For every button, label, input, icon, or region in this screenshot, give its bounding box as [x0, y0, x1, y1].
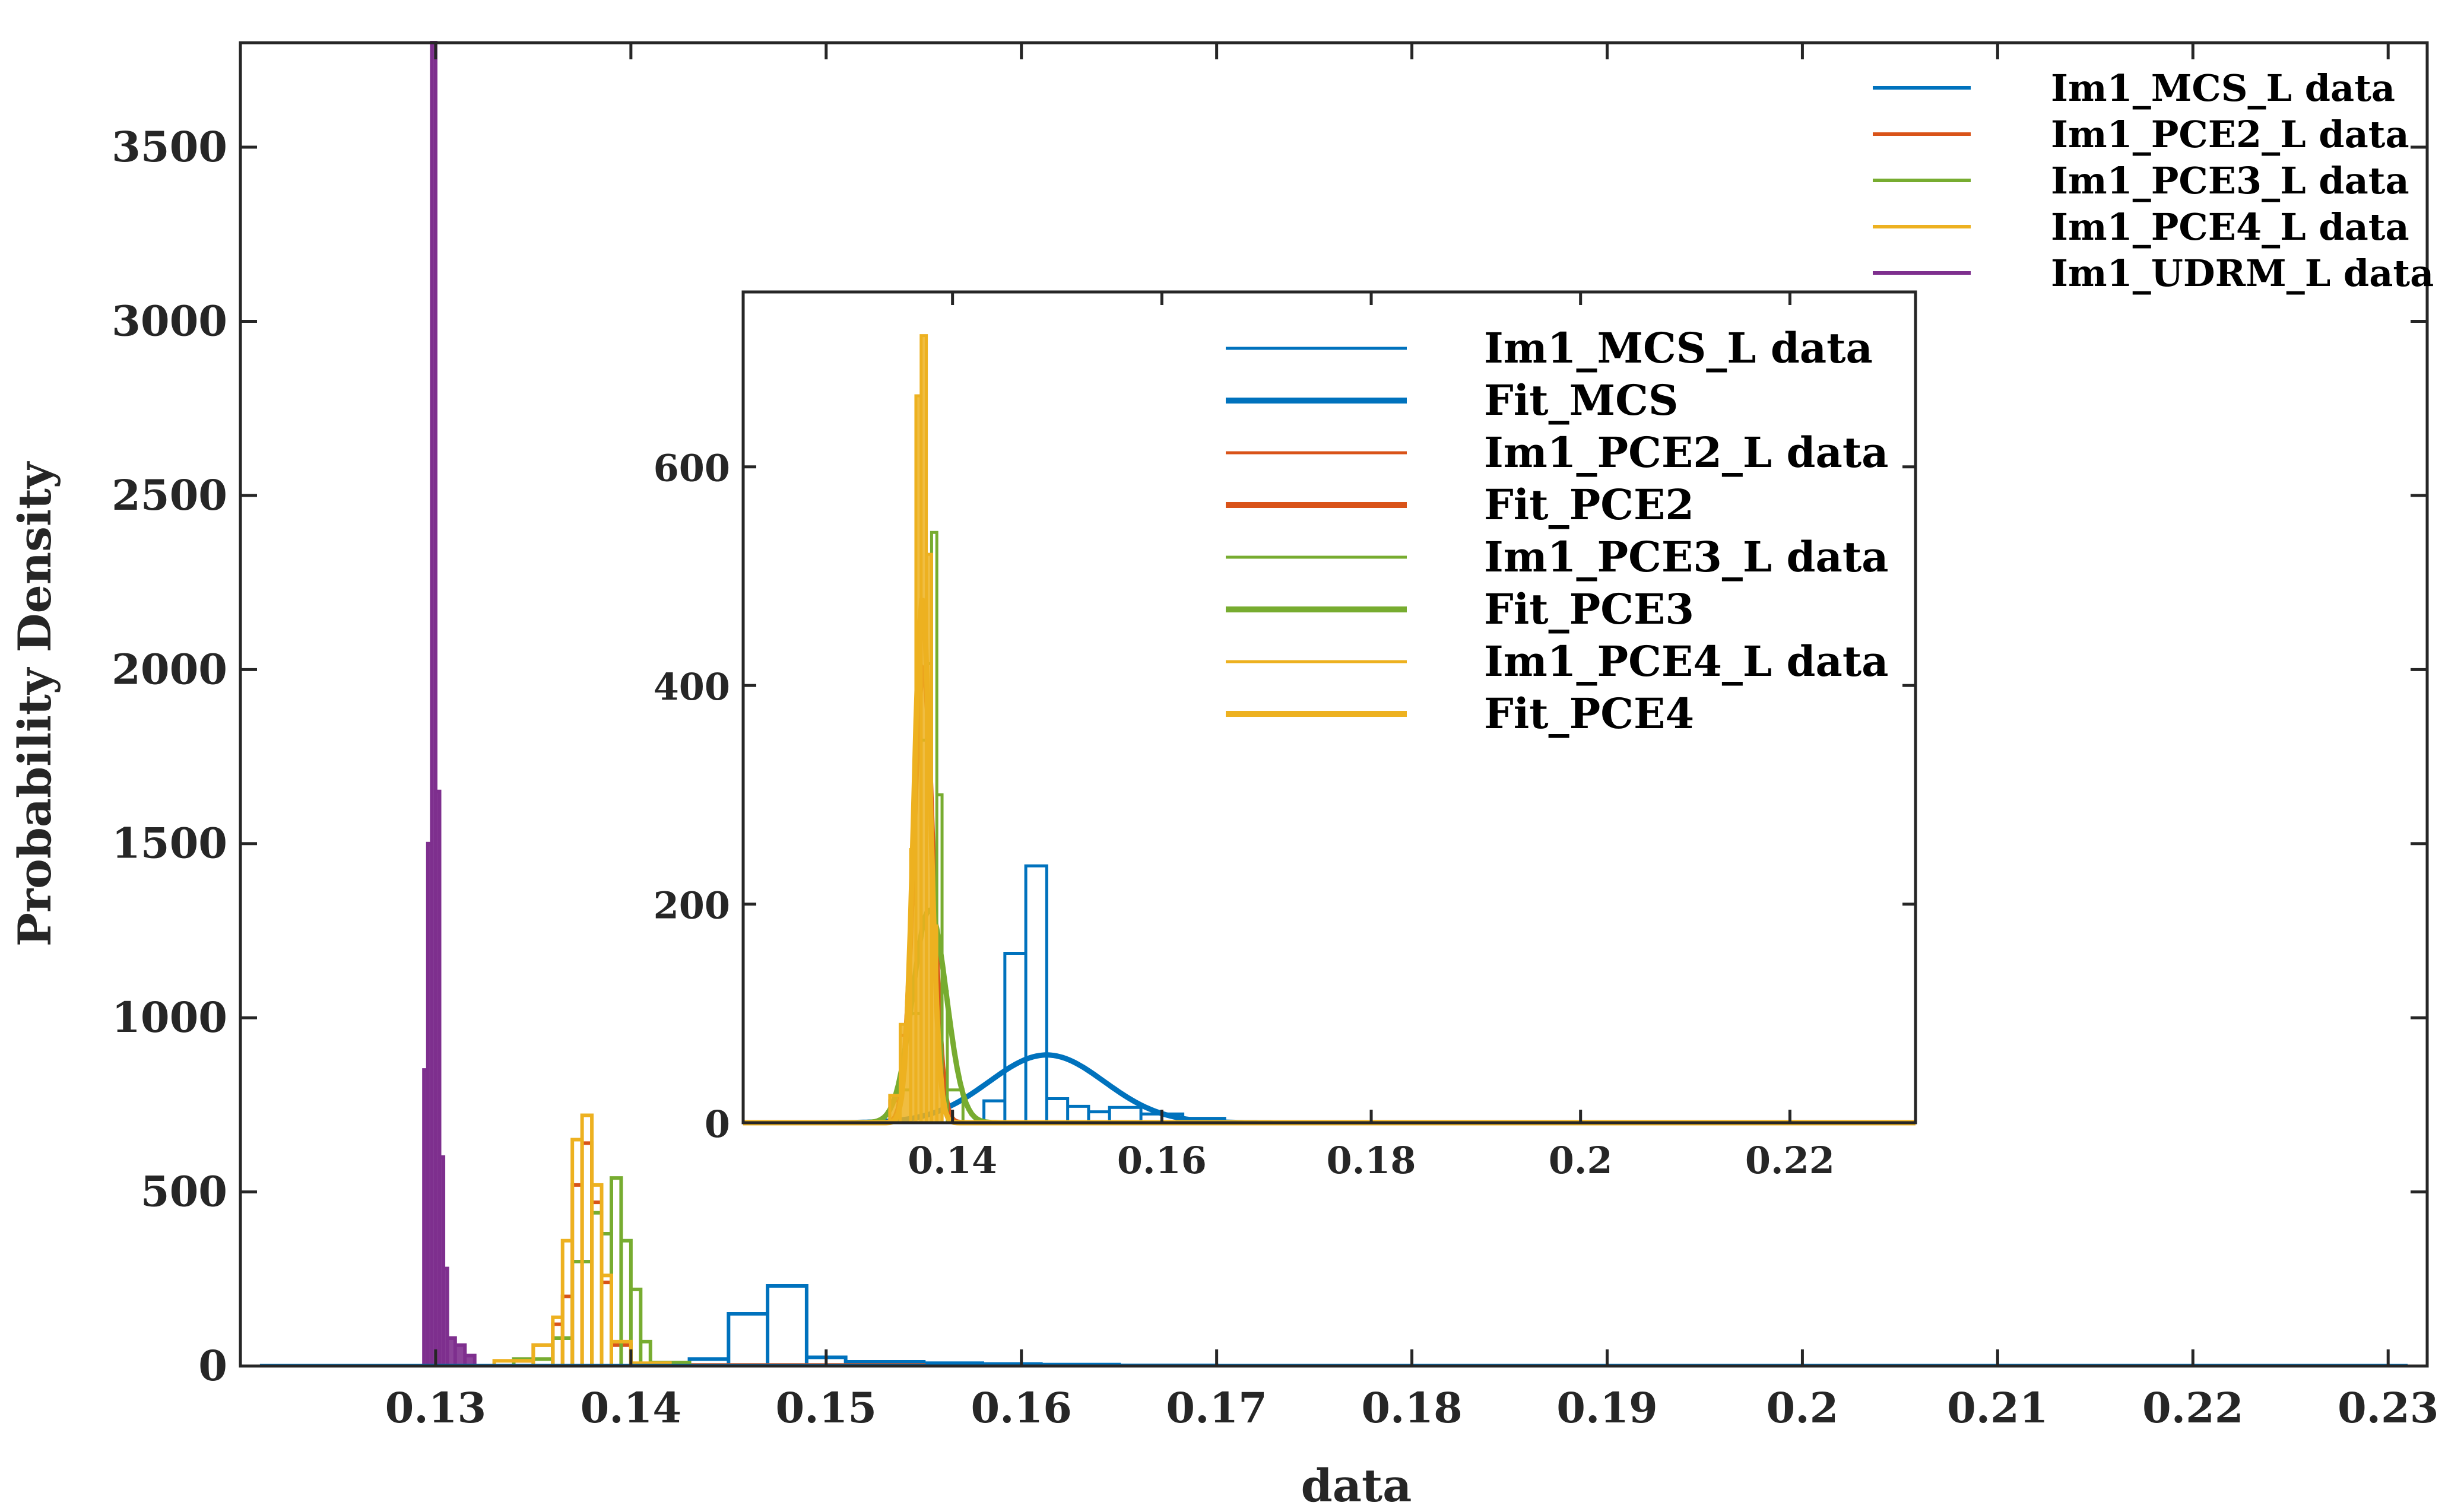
x-tick-label: 0.18	[1327, 1139, 1416, 1182]
inset-legend-label: Im1_PCE2_L data	[1484, 428, 1889, 477]
y-tick-label: 600	[654, 447, 730, 490]
x-tick-label: 0.21	[1947, 1383, 2048, 1432]
y-tick-label: 2000	[112, 644, 227, 694]
inset-plot: 0.14 0.16 0.18 0.2 0.22 0 200 400 600 Im1_MCS_L…	[654, 290, 1917, 1182]
y-tick-label: 200	[654, 884, 730, 927]
inset-legend-label: Im1_PCE4_L data	[1484, 637, 1889, 686]
inset-legend-label: Fit_MCS	[1484, 376, 1678, 425]
legend-label: Im1_MCS_L data	[2051, 66, 2395, 110]
x-tick-label: 0.15	[776, 1383, 877, 1432]
y-tick-label: 1500	[112, 819, 227, 868]
x-tick-label: 0.18	[1361, 1383, 1463, 1432]
legend-label: Im1_PCE4_L data	[2051, 205, 2409, 249]
x-tick-label: 0.14	[908, 1139, 997, 1182]
y-tick-label: 3000	[112, 296, 227, 345]
x-tick-label: 0.23	[2338, 1383, 2439, 1432]
x-tick-label: 0.22	[2142, 1383, 2244, 1432]
y-tick-label: 0	[198, 1341, 227, 1390]
x-tick-label: 0.2	[1767, 1383, 1839, 1432]
main-series-im1-udrm-l-data	[422, 41, 477, 1366]
legend-label: Im1_PCE3_L data	[2051, 159, 2409, 202]
y-tick-label: 2500	[112, 471, 227, 520]
x-tick-label: 0.14	[581, 1383, 682, 1432]
main-x-ticks: 0.13 0.14 0.15 0.16 0.17 0.18 0.19 0.2 0.21 0.22 0…	[385, 43, 2439, 1432]
y-tick-label: 0	[705, 1103, 730, 1146]
legend-label: Im1_PCE2_L data	[2051, 113, 2409, 156]
x-tick-label: 0.22	[1745, 1139, 1835, 1182]
y-axis-title: Probability Density	[8, 461, 61, 946]
y-tick-label: 500	[141, 1167, 227, 1216]
x-tick-label: 0.2	[1549, 1139, 1613, 1182]
y-tick-label: 3500	[112, 122, 227, 171]
inset-y-ticks: 0 200 400 600	[654, 447, 1916, 1146]
inset-legend-label: Fit_PCE2	[1484, 480, 1694, 529]
x-tick-label: 0.16	[1117, 1139, 1207, 1182]
inset-x-ticks: 0.14 0.16 0.18 0.2 0.22	[908, 292, 1835, 1182]
y-tick-label: 400	[654, 665, 730, 709]
inset-legend-label: Im1_PCE3_L data	[1484, 532, 1889, 582]
x-tick-label: 0.17	[1166, 1383, 1267, 1432]
main-series-im1-pce4-l-data	[492, 1113, 672, 1366]
main-axes-box	[239, 41, 2429, 1368]
x-axis-title: data	[1301, 1459, 1412, 1512]
legend-label: Im1_UDRM_L data	[2051, 252, 2434, 295]
inset-legend-label: Fit_PCE4	[1484, 689, 1694, 738]
inset-axes-box	[741, 290, 1917, 1125]
x-tick-label: 0.19	[1556, 1383, 1658, 1432]
x-tick-label: 0.13	[385, 1383, 487, 1432]
inset-legend-label: Fit_PCE3	[1484, 585, 1694, 634]
x-tick-label: 0.16	[971, 1383, 1072, 1432]
inset-legend-label: Im1_MCS_L data	[1484, 323, 1873, 373]
y-tick-label: 1000	[112, 993, 227, 1042]
